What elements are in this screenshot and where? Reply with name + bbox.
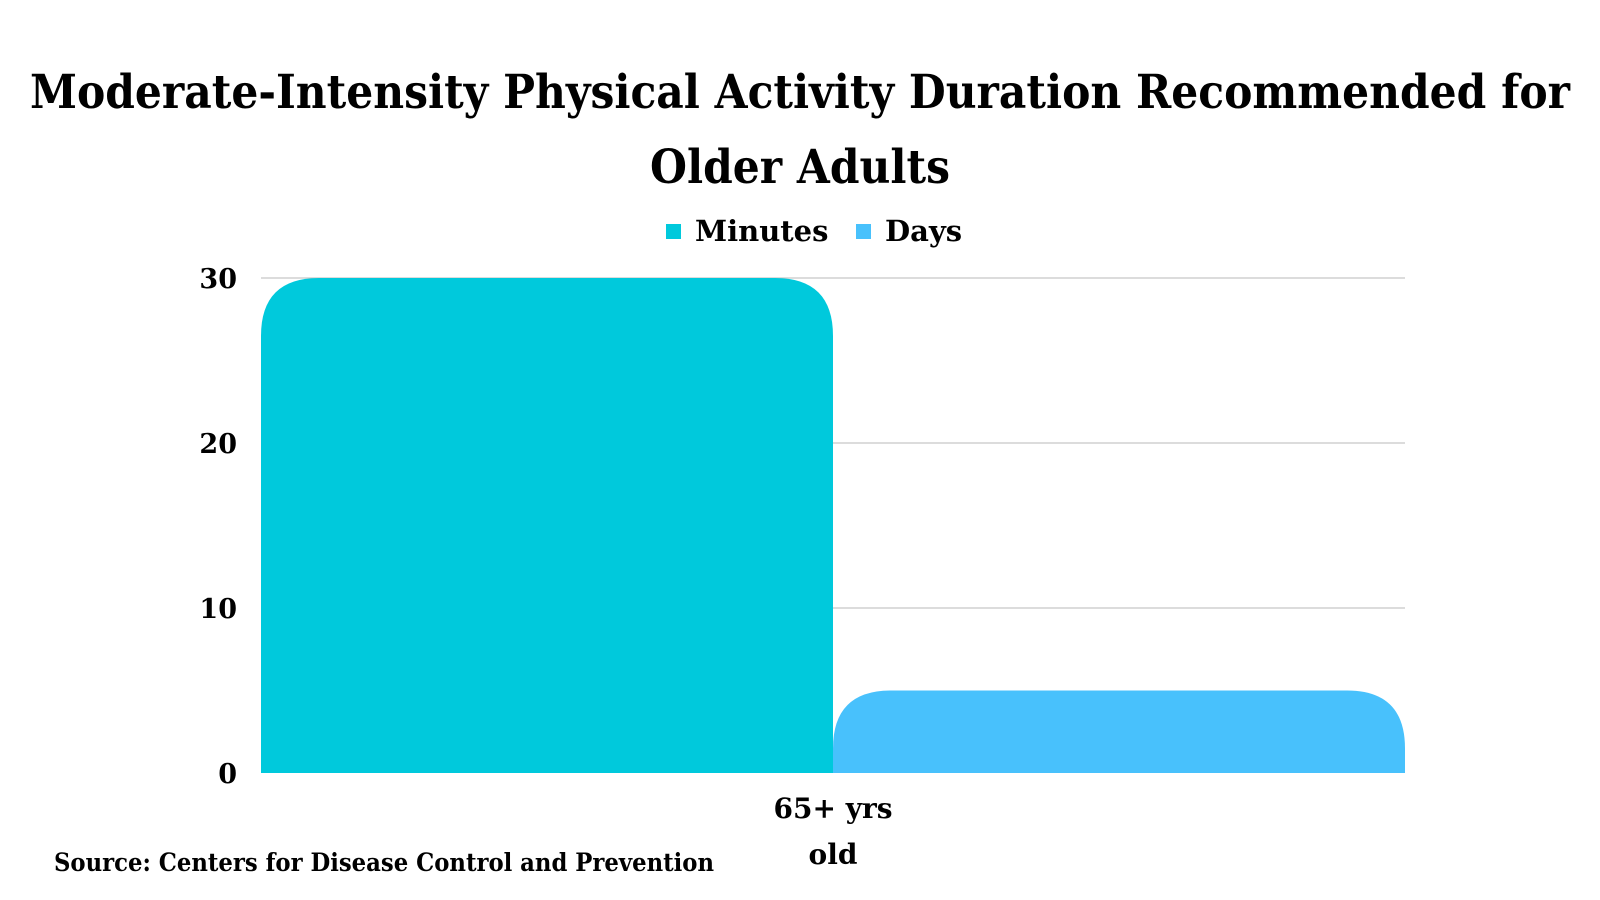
source-note: Source: Centers for Disease Control and … <box>54 848 714 877</box>
legend-label-minutes: Minutes <box>695 214 828 248</box>
chart-legend: Minutes Days <box>666 214 962 248</box>
bar-days <box>833 690 1405 773</box>
legend-swatch-days <box>856 224 871 239</box>
x-category-label-line: old <box>809 838 858 871</box>
x-category-label-line: 65+ yrs <box>774 792 893 825</box>
chart-title-line-2: Older Adults <box>650 140 950 195</box>
y-tick-label: 0 <box>218 759 237 790</box>
y-tick-label: 20 <box>199 429 237 460</box>
y-tick-label: 30 <box>199 264 237 295</box>
chart-bars <box>261 278 1405 773</box>
chart-title-line-1: Moderate-Intensity Physical Activity Dur… <box>30 65 1571 120</box>
x-axis-labels: 65+ yrs old <box>774 792 893 871</box>
legend-swatch-minutes <box>666 224 681 239</box>
y-axis-ticks: 0 10 20 30 <box>199 264 237 790</box>
y-tick-label: 10 <box>199 594 237 625</box>
bar-minutes <box>261 278 833 773</box>
legend-label-days: Days <box>885 214 962 248</box>
